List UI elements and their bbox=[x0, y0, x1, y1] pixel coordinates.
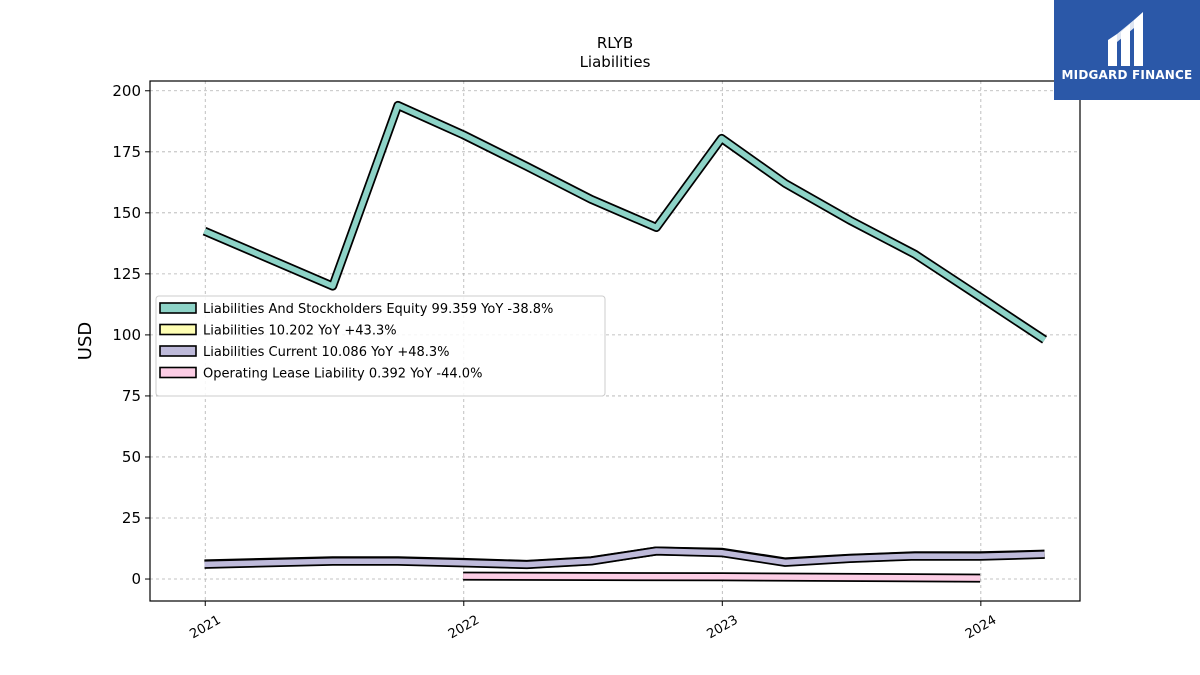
y-tick-label: 0 bbox=[131, 570, 141, 588]
y-tick-label: 175 bbox=[112, 143, 141, 161]
y-tick-label: 150 bbox=[112, 204, 141, 222]
x-tick-label: 2024 bbox=[963, 613, 999, 643]
legend-swatch bbox=[159, 302, 197, 314]
legend-swatch bbox=[159, 345, 197, 357]
series-line-liabilities-current bbox=[204, 548, 1045, 568]
y-tick-label: 25 bbox=[122, 509, 141, 527]
series-line-liabilities-and-stockholders-equity bbox=[203, 102, 1047, 343]
legend-swatch bbox=[159, 366, 197, 379]
brand-logo: MIDGARD FINANCE bbox=[1054, 0, 1200, 100]
y-axis-label: USD bbox=[75, 322, 96, 360]
chart-title: RLYB bbox=[597, 34, 633, 52]
legend-entry: Operating Lease Liability 0.392 YoY -44.… bbox=[203, 367, 482, 382]
x-tick-label: 2021 bbox=[187, 613, 223, 643]
legend-box bbox=[155, 295, 606, 397]
legend-swatch bbox=[159, 323, 197, 336]
plot-frame bbox=[149, 80, 1081, 602]
y-tick-label: 75 bbox=[122, 387, 141, 405]
y-tick-label: 200 bbox=[112, 82, 141, 100]
legend: Liabilities And Stockholders Equity 99.3… bbox=[155, 295, 606, 397]
x-tick-label: 2022 bbox=[446, 613, 482, 643]
legend-entry: Liabilities 10.202 YoY +43.3% bbox=[203, 324, 397, 339]
y-tick-label: 50 bbox=[122, 448, 141, 466]
series-line-operating-lease-liability bbox=[463, 573, 981, 581]
x-tick-label: 2023 bbox=[704, 613, 740, 643]
legend-entry: Liabilities Current 10.086 YoY +48.3% bbox=[203, 345, 450, 360]
chart-subtitle: Liabilities bbox=[580, 53, 651, 71]
logo-mark-icon bbox=[1108, 12, 1143, 66]
series-group bbox=[202, 100, 1048, 583]
legend-entry: Liabilities And Stockholders Equity 99.3… bbox=[203, 302, 553, 317]
y-tick-label: 125 bbox=[112, 265, 141, 283]
y-tick-label: 100 bbox=[112, 326, 141, 344]
logo-text: MIDGARD FINANCE bbox=[1061, 68, 1193, 82]
